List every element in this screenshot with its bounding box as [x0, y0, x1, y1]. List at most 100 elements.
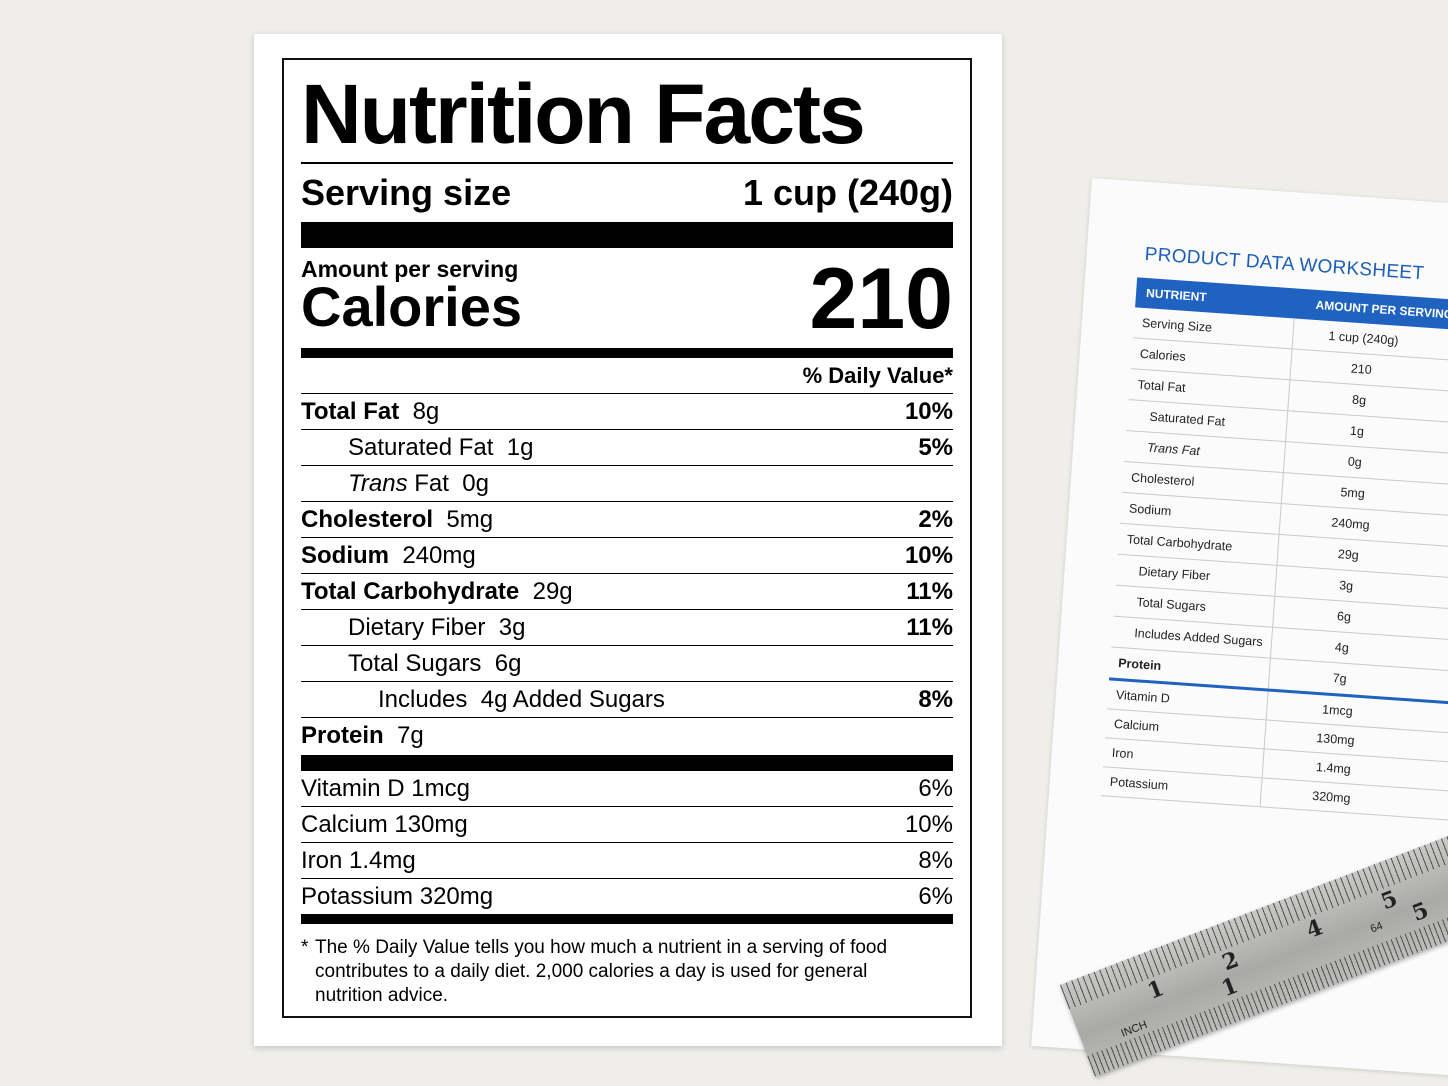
cell-name: Total Sugars: [1136, 595, 1207, 614]
nutrient-dv: 5%: [918, 433, 953, 461]
ruler-number: 1: [1217, 972, 1242, 1003]
vitamin-name: Iron: [301, 846, 343, 874]
vitamin-row-vitamin-d: Vitamin D 1mcg 6%: [301, 771, 953, 807]
cell-name: Calcium: [1113, 716, 1160, 734]
cell-name: Saturated Fat: [1149, 409, 1226, 429]
calories-block: Amount per serving Calories 210: [301, 248, 953, 348]
nutrient-row-added-sugars: Includes 4g Added Sugars 8%: [301, 682, 953, 718]
serving-size-row: Serving size 1 cup (240g): [301, 164, 953, 222]
nutrient-name: Protein: [301, 721, 384, 749]
serving-size-value: 1 cup (240g): [742, 171, 953, 213]
ruler-small-mark: 64: [1368, 919, 1385, 936]
cell-value: 29g: [1337, 547, 1360, 563]
cell-value: 3g: [1338, 578, 1354, 594]
cell-name: Dietary Fiber: [1138, 564, 1211, 584]
medium-divider: [301, 347, 953, 358]
cell-name: Cholesterol: [1130, 470, 1195, 489]
vitamin-name: Potassium: [301, 882, 414, 910]
medium-divider: [301, 914, 953, 924]
label-title: Nutrition Facts: [301, 67, 866, 161]
nutrient-name: Total Fat: [301, 397, 400, 425]
nutrient-suffix: Added Sugars: [512, 685, 665, 713]
vitamin-amount: 320mg: [419, 882, 494, 910]
vitamin-amount: 1.4mg: [349, 846, 416, 874]
cell-name: Includes Added Sugars: [1133, 626, 1264, 650]
nutrient-amount: 29g: [532, 577, 573, 605]
nutrient-amount: 240mg: [402, 541, 476, 569]
vitamin-dv: 6%: [918, 774, 953, 802]
thick-divider: [301, 755, 953, 771]
worksheet-table: NUTRIENT AMOUNT PER SERVING Serving Size…: [1100, 277, 1448, 822]
nutrient-row-total-fat: Total Fat 8g 10%: [301, 394, 953, 430]
amount-per-serving: Amount per serving: [301, 255, 519, 282]
nutrient-amount: 7g: [397, 721, 424, 749]
nutrient-name-italic: Trans: [348, 469, 408, 497]
nutrient-amount: 4g: [480, 685, 508, 713]
vitamin-amount: 130mg: [394, 810, 468, 838]
thick-divider: [301, 221, 953, 248]
nutrient-dv: 2%: [918, 505, 953, 533]
nutrient-name: Includes: [378, 685, 468, 713]
vitamin-amount: 1mcg: [411, 774, 470, 802]
cell-value: 6g: [1336, 609, 1352, 625]
nutrient-amount: 8g: [412, 397, 440, 425]
nutrient-dv: 10%: [904, 541, 953, 569]
cell-name: Sodium: [1128, 501, 1172, 519]
vitamin-row-calcium: Calcium 130mg 10%: [301, 807, 953, 843]
cell-name: Total Fat: [1137, 377, 1187, 396]
nutrient-name: Fat: [414, 469, 449, 497]
nutrient-dv: 8%: [918, 685, 953, 713]
nutrient-row-sodium: Sodium 240mg 10%: [301, 538, 953, 574]
nutrition-label-card: Nutrition Facts Serving size 1 cup (240g…: [254, 34, 1002, 1046]
nutrient-list: Total Fat 8g 10% Saturated Fat 1g 5% Tra…: [301, 394, 953, 753]
footnote-text: The % Daily Value tells you how much a n…: [315, 937, 888, 1006]
vitamin-list: Vitamin D 1mcg 6% Calcium 130mg 10% Iron…: [301, 771, 953, 914]
nutrient-row-dietary-fiber: Dietary Fiber 3g 11%: [301, 610, 953, 646]
cell-name: Iron: [1111, 745, 1134, 762]
worksheet-title: PRODUCT DATA WORKSHEET: [1144, 243, 1425, 285]
col-nutrient: NUTRIENT: [1145, 286, 1208, 305]
calories-value: 210: [809, 250, 954, 347]
cell-value: 240mg: [1330, 515, 1371, 533]
cell-name: Vitamin D: [1115, 687, 1171, 706]
footnote-star: *: [301, 937, 309, 958]
vitamin-dv: 10%: [904, 810, 953, 838]
nutrient-amount: 6g: [494, 649, 522, 677]
nutrient-amount: 0g: [462, 469, 489, 497]
cell-name: Protein: [1117, 656, 1162, 673]
serving-size-label: Serving size: [301, 171, 512, 213]
vitamin-dv: 8%: [918, 846, 953, 874]
nutrient-row-protein: Protein 7g: [301, 718, 953, 753]
nutrient-dv: 11%: [906, 613, 953, 641]
daily-value-header: % Daily Value*: [802, 362, 953, 388]
ruler-number: 5: [1408, 897, 1433, 927]
nutrient-row-total-sugars: Total Sugars 6g: [301, 646, 953, 682]
nutrient-amount: 3g: [498, 613, 526, 641]
nutrient-amount: 1g: [506, 433, 534, 461]
cell-name: Trans Fat: [1146, 440, 1201, 459]
vitamin-row-potassium: Potassium 320mg 6%: [301, 879, 953, 914]
footnote: * The % Daily Value tells you how much a …: [301, 936, 953, 1008]
vitamin-name: Calcium: [301, 810, 388, 838]
ruler-number: 5: [1377, 885, 1402, 916]
cell-value: 320mg: [1311, 788, 1351, 806]
nutrient-name: Sodium: [301, 541, 389, 569]
nutrient-amount: 5mg: [446, 505, 494, 533]
nutrient-name: Cholesterol: [301, 505, 434, 533]
cell-name: Potassium: [1109, 774, 1169, 793]
nutrient-name: Dietary Fiber: [348, 613, 486, 641]
vitamin-dv: 6%: [918, 882, 953, 910]
nutrient-dv: 10%: [904, 397, 953, 425]
nutrient-dv: 11%: [906, 577, 953, 605]
cell-value: 4g: [1334, 640, 1350, 656]
nutrient-row-saturated-fat: Saturated Fat 1g 5%: [301, 430, 953, 466]
nutrient-name: Saturated Fat: [348, 433, 494, 461]
calories-label: Calories: [301, 274, 522, 338]
nutrient-row-total-carbohydrate: Total Carbohydrate 29g 11%: [301, 574, 953, 610]
ruler-number: 4: [1302, 914, 1327, 944]
nutrition-facts-panel: Nutrition Facts Serving size 1 cup (240g…: [282, 58, 972, 1018]
nutrient-name: Total Carbohydrate: [301, 577, 520, 605]
cell-name: Calories: [1139, 346, 1187, 364]
nutrient-row-trans-fat: Trans Fat 0g: [301, 466, 953, 502]
cell-name: Total Carbohydrate: [1126, 532, 1233, 554]
